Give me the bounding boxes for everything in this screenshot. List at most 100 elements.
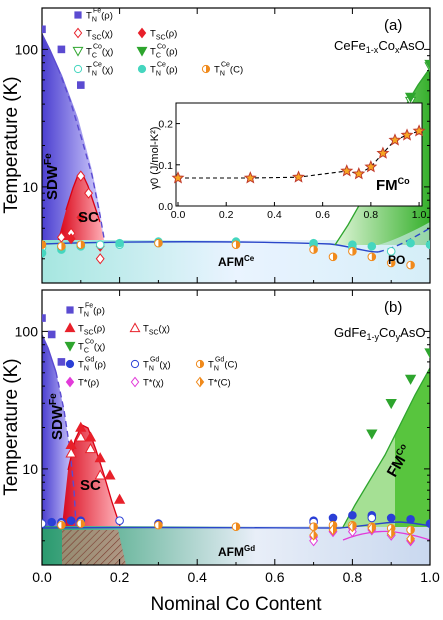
panel-a-formula: CeFe1-xCoxAsO [334, 38, 425, 55]
data-point [425, 240, 430, 249]
legend-label: TSC(χ) [86, 29, 113, 42]
data-point [385, 398, 397, 410]
data-point [65, 447, 77, 458]
data-point [309, 522, 318, 531]
legend-label: TNCe(χ) [86, 62, 113, 78]
legend-marker [73, 27, 83, 39]
inset-data-point [364, 160, 378, 173]
region-label-sdw-fe-b: SDWFe [48, 393, 66, 440]
data-point [75, 431, 87, 442]
legend-label: TNFe(ρ) [86, 8, 113, 24]
data-point [113, 493, 126, 504]
data-point [57, 45, 66, 54]
panel-b-legend: TNFe(ρ) TSC(ρ) TSC(χ) TCCo(χ) TNGd(ρ) TNGd(χ)… [64, 303, 238, 389]
data-point [406, 514, 415, 524]
data-point [367, 522, 377, 534]
panel-b-letter: (b) [384, 299, 402, 316]
inset-x-tick-label: 0.8 [364, 209, 379, 221]
data-point [115, 516, 124, 525]
legend-label: TSC(ρ) [78, 324, 105, 337]
legend-marker [64, 341, 76, 352]
inset-gamma-plot: 0.0 0.2 0.4 0.6 0.8 1.0 0.0 0.1 0.2 γ0 (J/mol-K²… [149, 102, 427, 221]
y-tick-label: 10 [22, 179, 38, 195]
legend-marker [195, 359, 205, 369]
data-point [47, 330, 56, 339]
legend-marker [73, 64, 83, 74]
data-point [154, 238, 163, 248]
x-tick-label: 0.6 [265, 569, 285, 585]
data-point [328, 524, 338, 536]
legend-label: T*(ρ) [78, 378, 99, 389]
data-point [367, 241, 377, 251]
panel-b-formula: GdFe1-yCoyAsO [334, 325, 425, 342]
legend-label: TNGd(ρ) [78, 357, 106, 373]
data-point [94, 469, 106, 480]
x-axis-label: Nominal Co Content [150, 594, 322, 615]
data-point [386, 513, 396, 523]
data-point [84, 431, 97, 442]
data-point [47, 517, 57, 527]
legend-marker [66, 306, 74, 314]
data-point [424, 59, 430, 71]
legend-marker [137, 64, 147, 74]
data-point [95, 253, 105, 265]
x-tick-label: 0.8 [343, 569, 363, 585]
data-point [367, 513, 377, 523]
panel-b-y-axis-label: Temperature (K) [1, 358, 22, 495]
legend-marker [72, 46, 84, 57]
region-label-sc-b: SC [80, 477, 101, 494]
legend-marker [74, 11, 82, 19]
y-tick-label: 100 [15, 323, 39, 339]
inset-x-tick-label: 0.2 [219, 209, 234, 221]
inset-x-tick-label: 0.4 [267, 209, 282, 221]
data-point [406, 533, 416, 545]
x-tick-label: 1.0 [420, 569, 440, 585]
legend-label: TNCe(C) [214, 62, 243, 78]
data-point [386, 527, 396, 539]
data-point [66, 233, 76, 245]
hatched-region [62, 530, 126, 565]
data-point [231, 240, 241, 249]
legend-label: T*(χ) [143, 378, 164, 389]
inset-data-point [171, 171, 185, 184]
inset-data-point [376, 146, 390, 159]
inset-data-point [412, 124, 426, 137]
data-point [76, 211, 86, 224]
legend-label: TSC(ρ) [150, 29, 177, 42]
data-point [348, 510, 357, 520]
panel-a-letter: (a) [384, 17, 402, 34]
data-point [406, 260, 415, 270]
legend-marker [137, 27, 147, 39]
inset-x-tick-label: 0.6 [315, 209, 330, 221]
data-point [309, 245, 318, 254]
data-point [42, 519, 47, 528]
data-point [425, 519, 430, 528]
data-point [309, 535, 319, 547]
inset-y-tick-label: 0.2 [158, 119, 173, 131]
inset-trend-line [178, 130, 420, 179]
axis-ticks: 10 100 0.0 0.2 0.4 0.6 0.8 1.0 10 100 [15, 7, 440, 585]
data-point [406, 525, 415, 535]
legend-label: TNGd(C) [208, 357, 238, 373]
data-point [231, 522, 241, 531]
inset-x-tick-label: 0.0 [171, 209, 186, 221]
data-point [42, 25, 46, 34]
legend-marker [129, 322, 141, 333]
sc-region-b [62, 425, 120, 526]
legend-marker [65, 376, 75, 388]
inset-y-axis-label: γ0 (J/mol-K²) [149, 127, 161, 190]
legend-label: T*(C) [208, 378, 231, 389]
afm-ce-region [42, 240, 430, 283]
data-point [404, 92, 417, 103]
legend-marker [130, 359, 140, 369]
data-point [42, 248, 47, 258]
data-point [42, 314, 46, 322]
legend-marker [64, 322, 76, 333]
inset-x-tick-label: 1.0 [412, 209, 427, 221]
legend-marker [136, 46, 148, 57]
inset-y-tick-label: 0.0 [158, 201, 173, 213]
data-point [66, 516, 76, 525]
data-point [154, 520, 163, 530]
data-point [115, 238, 124, 248]
